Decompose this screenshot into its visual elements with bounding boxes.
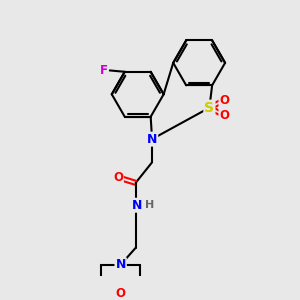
- Text: O: O: [219, 109, 230, 122]
- Text: O: O: [219, 94, 230, 106]
- Text: O: O: [113, 171, 123, 184]
- Text: N: N: [116, 258, 126, 271]
- Text: S: S: [204, 101, 214, 115]
- Text: O: O: [116, 287, 126, 300]
- Text: N: N: [132, 199, 142, 212]
- Text: F: F: [100, 64, 108, 77]
- Text: N: N: [147, 133, 157, 146]
- Text: H: H: [145, 200, 154, 210]
